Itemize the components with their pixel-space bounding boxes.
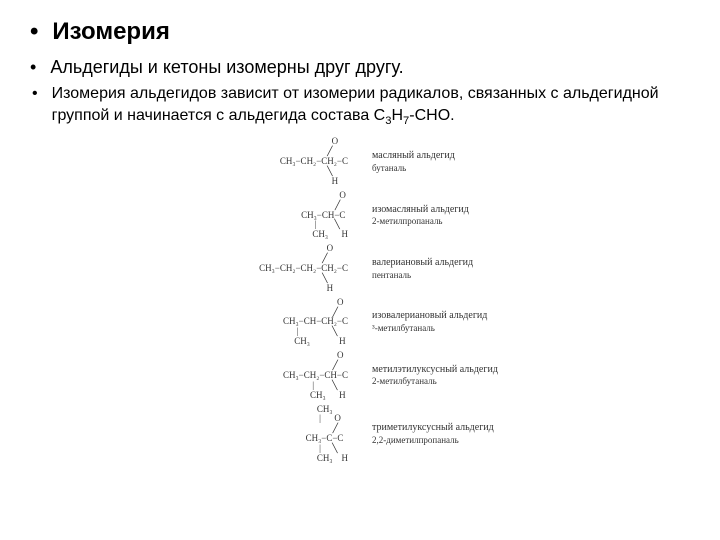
formula-h: Н xyxy=(391,107,403,124)
structural-formula: O ╱ CH₃−CH₂−CH−C | ╲ CH₃ H xyxy=(148,351,348,400)
isomer-labels: валериановый альдегид пентаналь xyxy=(372,257,572,281)
iupac-name: 2-метилбутаналь xyxy=(372,376,572,387)
isomer-row: CH₃ | O ╱ CH₃−C−C | ╲ CH₃ H триметилуксу… xyxy=(100,405,620,464)
title-bullet: • xyxy=(30,20,38,44)
body-bullet-text: Изомерия альдегидов зависит от изомерии … xyxy=(52,83,690,129)
slide-content: • Изомерия • Альдегиды и кетоны изомерны… xyxy=(0,0,720,482)
iupac-name: 2,2-диметилпропаналь xyxy=(372,435,572,446)
iupac-name: 2-метилпропаналь xyxy=(372,216,572,227)
common-name: триметилуксусный альдегид xyxy=(372,422,572,435)
sub-bullet-marker: • xyxy=(30,56,36,79)
isomer-labels: масляный альдегид бутаналь xyxy=(372,150,572,174)
isomer-row: O ╱ CH₃−CH−CH₂−C | ╲ CH₃ H изовалерианов… xyxy=(100,298,620,347)
isomer-row: O ╱ CH₃−CH₂−CH₂−CH₂−C ╲ H валериановый а… xyxy=(100,244,620,293)
structural-formula: CH₃ | O ╱ CH₃−C−C | ╲ CH₃ H xyxy=(148,405,348,464)
structural-formula: O ╱ CH₃−CH₂−CH₂−C ╲ H xyxy=(148,137,348,186)
common-name: масляный альдегид xyxy=(372,150,572,163)
isomer-labels: изомасляный альдегид 2-метилпропаналь xyxy=(372,204,572,228)
iupac-name: ³-метилбутаналь xyxy=(372,323,572,334)
isomer-labels: метилэтилуксусный альдегид 2-метилбутана… xyxy=(372,364,572,388)
isomer-labels: изовалериановый альдегид ³-метилбутаналь xyxy=(372,310,572,334)
structural-formula: O ╱ CH₃−CH−C | ╲ CH₃ H xyxy=(148,191,348,240)
formula-c: С xyxy=(374,107,386,124)
iupac-name: пентаналь xyxy=(372,270,572,281)
structural-formula: O ╱ CH₃−CH₂−CH₂−CH₂−C ╲ H xyxy=(148,244,348,293)
body-bullet-row: • Изомерия альдегидов зависит от изомери… xyxy=(30,83,690,129)
formula-cho: -СНО. xyxy=(409,107,454,124)
common-name: валериановый альдегид xyxy=(372,257,572,270)
structural-formula: O ╱ CH₃−CH−CH₂−C | ╲ CH₃ H xyxy=(148,298,348,347)
isomer-row: O ╱ CH₃−CH−C | ╲ CH₃ H изомасляный альде… xyxy=(100,191,620,240)
isomer-row: O ╱ CH₃−CH₂−CH₂−C ╲ H масляный альдегид … xyxy=(100,137,620,186)
common-name: изомасляный альдегид xyxy=(372,204,572,217)
isomer-labels: триметилуксусный альдегид 2,2-диметилпро… xyxy=(372,422,572,446)
isomer-diagram-area: O ╱ CH₃−CH₂−CH₂−C ╲ H масляный альдегид … xyxy=(30,137,690,464)
common-name: метилэтилуксусный альдегид xyxy=(372,364,572,377)
isomer-row: O ╱ CH₃−CH₂−CH−C | ╲ CH₃ H метилэтилуксу… xyxy=(100,351,620,400)
common-name: изовалериановый альдегид xyxy=(372,310,572,323)
page-title: Изомерия xyxy=(52,18,169,46)
sub-bullet-row: • Альдегиды и кетоны изомерны друг другу… xyxy=(30,56,690,79)
body-bullet-marker: • xyxy=(32,83,38,105)
body-prefix: Изомерия альдегидов зависит от изомерии … xyxy=(52,85,659,124)
iupac-name: бутаналь xyxy=(372,163,572,174)
title-row: • Изомерия xyxy=(30,18,690,46)
sub-bullet-text: Альдегиды и кетоны изомерны друг другу. xyxy=(50,56,403,79)
